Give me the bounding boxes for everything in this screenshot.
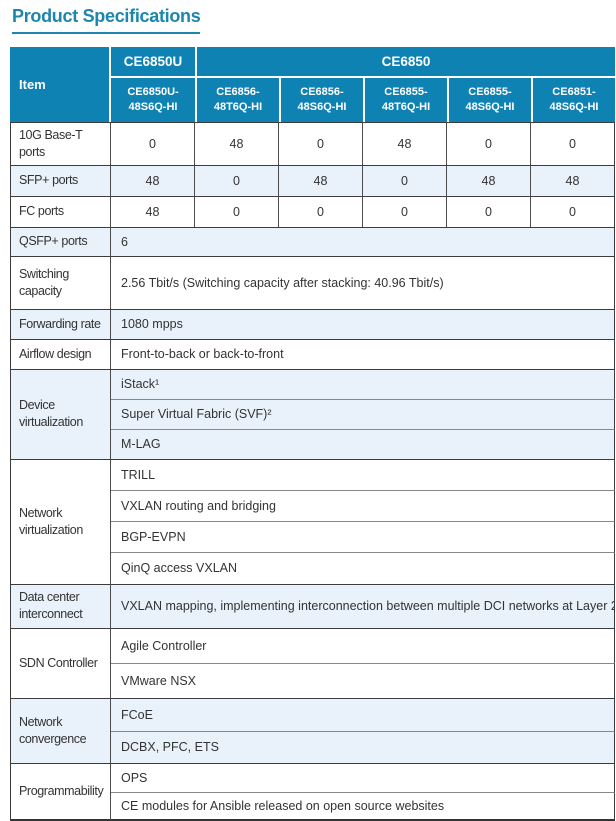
- table-row: Forwarding rate 1080 mpps: [10, 308, 616, 339]
- row-label-sfp-ports: SFP+ ports: [10, 164, 111, 196]
- row-label-forwarding-rate: Forwarding rate: [10, 308, 111, 339]
- table-row: Network virtualization TRILL: [10, 458, 616, 584]
- spec-value: 48: [195, 122, 279, 165]
- row-label-network-virtualization: Network virtualization: [10, 458, 111, 584]
- row-label-sdn-controller: SDN Controller: [10, 627, 111, 698]
- spec-line: CE modules for Ansible released on open …: [111, 791, 616, 821]
- item-header-cell: Item: [10, 47, 111, 122]
- spec-value: 0: [531, 122, 616, 165]
- spec-line: VMware NSX: [111, 662, 616, 698]
- model-name-line: CE6850U-: [127, 85, 179, 98]
- model-name-line: 48S6Q-HI: [549, 101, 599, 113]
- spec-value: 48: [111, 164, 195, 196]
- spec-line: M-LAG: [111, 428, 616, 459]
- model-name-line: CE6855-: [468, 85, 512, 98]
- table-row: Device virtualization iStack¹: [10, 368, 616, 459]
- spec-line: Agile Controller: [111, 627, 616, 663]
- row-label-fc-ports: FC ports: [10, 195, 111, 227]
- table-row: 10G Base-T ports 0 48 0 48 0 0: [10, 122, 616, 165]
- model-header: CE6851- 48S6Q-HI: [531, 78, 616, 122]
- group-header-ce6850: CE6850: [195, 47, 616, 78]
- row-label-device-virtualization: Device virtualization: [10, 368, 111, 459]
- table-row: QinQ access VXLAN: [10, 551, 616, 584]
- table-row: SFP+ ports 48 0 48 0 48 48: [10, 164, 616, 196]
- row-label-qsfp-ports: QSFP+ ports: [10, 226, 111, 256]
- spec-value: 48: [447, 164, 531, 196]
- model-name-line: 48S6Q-HI: [297, 101, 347, 113]
- row-label-data-center-interconnect: Data center interconnect: [10, 583, 111, 628]
- spec-line: VXLAN routing and bridging: [111, 489, 616, 521]
- spec-value: 0: [111, 122, 195, 165]
- model-header: CE6855- 48T6Q-HI: [363, 78, 447, 122]
- spec-value: 48: [111, 195, 195, 227]
- spec-value: 0: [279, 195, 363, 227]
- row-label-airflow-design: Airflow design: [10, 338, 111, 369]
- spec-value: 0: [363, 195, 447, 227]
- table-row: Super Virtual Fabric (SVF)²: [10, 398, 616, 429]
- spec-line: DCBX, PFC, ETS: [111, 730, 616, 763]
- row-label-switching-capacity: Switching capacity: [10, 255, 111, 309]
- model-name-line: CE6855-: [384, 85, 428, 98]
- spec-value: 0: [363, 164, 447, 196]
- spec-value: 48: [279, 164, 363, 196]
- model-name-line: 48S6Q-HI: [465, 101, 515, 113]
- row-label-programmability: Programmability: [10, 762, 111, 821]
- spec-value: 0: [279, 122, 363, 165]
- model-header: CE6850U- 48S6Q-HI: [111, 78, 195, 122]
- model-name-line: CE6856-: [300, 85, 344, 98]
- model-name-line: 48T6Q-HI: [213, 101, 263, 113]
- spec-value: 0: [531, 195, 616, 227]
- model-header: CE6855- 48S6Q-HI: [447, 78, 531, 122]
- table-row: Airflow design Front-to-back or back-to-…: [10, 338, 616, 369]
- spec-line: TRILL: [111, 458, 616, 490]
- model-name-line: CE6856-: [216, 85, 260, 98]
- table-row: DCBX, PFC, ETS: [10, 730, 616, 763]
- spec-line: 6: [111, 226, 616, 256]
- spec-value: 0: [447, 122, 531, 165]
- model-name-line: 48T6Q-HI: [381, 101, 431, 113]
- table-row: VMware NSX: [10, 662, 616, 698]
- table-row: Programmability OPS: [10, 762, 616, 821]
- page-title: Product Specifications: [12, 6, 201, 34]
- table-row: Data center interconnect VXLAN mapping, …: [10, 583, 616, 628]
- table-row: Network convergence FCoE: [10, 697, 616, 763]
- spec-value: 0: [447, 195, 531, 227]
- group-header-ce6850u: CE6850U: [111, 47, 195, 78]
- spec-line: iStack¹: [111, 368, 616, 399]
- spec-line: Super Virtual Fabric (SVF)²: [111, 398, 616, 429]
- model-header: CE6856- 48S6Q-HI: [279, 78, 363, 122]
- spec-line: VXLAN mapping, implementing interconnect…: [111, 583, 616, 628]
- spec-line: QinQ access VXLAN: [111, 551, 616, 584]
- table-row: QSFP+ ports 6: [10, 226, 616, 256]
- model-header: CE6856- 48T6Q-HI: [195, 78, 279, 122]
- spec-value: 48: [531, 164, 616, 196]
- row-label-network-convergence: Network convergence: [10, 697, 111, 763]
- spec-table: Item CE6850U CE6850 CE6850U- 48S6Q-HI CE6…: [10, 47, 616, 821]
- spec-value: 0: [195, 195, 279, 227]
- spec-line: 1080 mpps: [111, 308, 616, 339]
- model-name-line: CE6851-: [552, 85, 596, 98]
- table-header: Item CE6850U CE6850 CE6850U- 48S6Q-HI CE6…: [10, 47, 616, 122]
- spec-line: 2.56 Tbit/s (Switching capacity after st…: [111, 255, 616, 309]
- spec-line: OPS: [111, 762, 616, 792]
- table-body: 10G Base-T ports 0 48 0 48 0 0 SFP+ port…: [10, 122, 616, 821]
- spec-line: Front-to-back or back-to-front: [111, 338, 616, 369]
- table-row: VXLAN routing and bridging: [10, 489, 616, 521]
- table-row: SDN Controller Agile Controller: [10, 627, 616, 698]
- spec-line: BGP-EVPN: [111, 520, 616, 552]
- table-row: BGP-EVPN: [10, 520, 616, 552]
- table-row: Switching capacity 2.56 Tbit/s (Switchin…: [10, 255, 616, 309]
- table-row: M-LAG: [10, 428, 616, 459]
- spec-value: 0: [195, 164, 279, 196]
- row-label-10g-base-t-ports: 10G Base-T ports: [10, 122, 111, 165]
- spec-line: FCoE: [111, 697, 616, 731]
- table-row: FC ports 48 0 0 0 0 0: [10, 195, 616, 227]
- model-name-line: 48S6Q-HI: [128, 101, 178, 113]
- spec-value: 48: [363, 122, 447, 165]
